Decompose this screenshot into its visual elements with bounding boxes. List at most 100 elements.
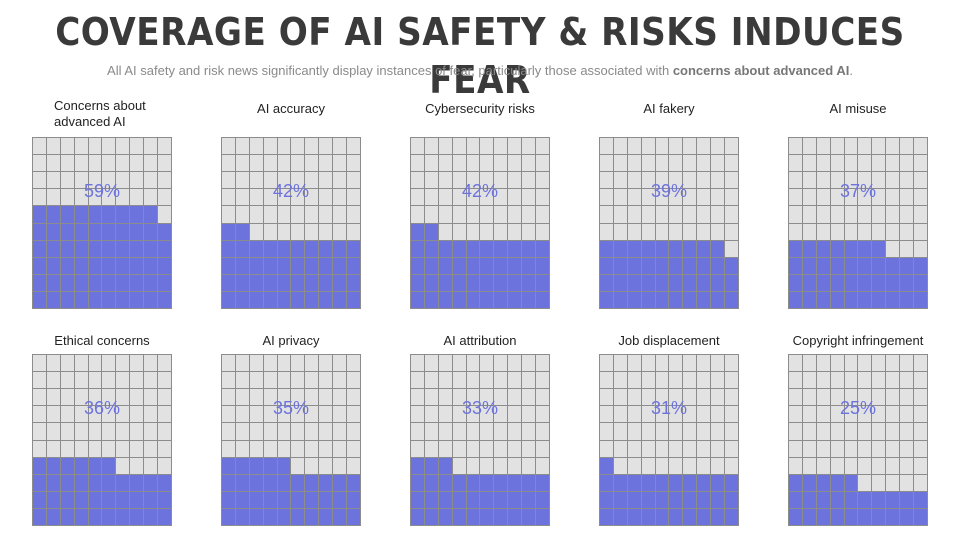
empty-cell — [536, 206, 549, 223]
percent-label: 33% — [461, 398, 499, 418]
filled-cell — [536, 240, 549, 257]
empty-cell — [305, 172, 319, 189]
empty-cell — [600, 172, 613, 189]
empty-cell — [886, 474, 900, 491]
empty-cell — [452, 206, 466, 223]
filled-cell — [900, 274, 914, 291]
empty-cell — [600, 155, 613, 172]
empty-cell — [900, 355, 914, 372]
empty-cell — [802, 457, 816, 474]
empty-cell — [291, 440, 305, 457]
empty-cell — [102, 389, 116, 406]
filled-cell — [789, 240, 802, 257]
empty-cell — [914, 474, 927, 491]
empty-cell — [144, 189, 158, 206]
empty-cell — [613, 372, 627, 389]
empty-cell — [263, 355, 277, 372]
filled-cell — [452, 508, 466, 525]
empty-cell — [88, 372, 102, 389]
filled-cell — [641, 508, 655, 525]
empty-cell — [858, 372, 872, 389]
empty-cell — [411, 155, 424, 172]
empty-cell — [872, 189, 886, 206]
empty-cell — [46, 372, 60, 389]
empty-cell — [249, 223, 263, 240]
empty-cell — [277, 223, 291, 240]
empty-cell — [627, 423, 641, 440]
empty-cell — [613, 206, 627, 223]
empty-cell — [158, 406, 171, 423]
empty-cell — [494, 389, 508, 406]
empty-cell — [60, 138, 74, 155]
empty-cell — [613, 138, 627, 155]
filled-cell — [102, 206, 116, 223]
empty-cell — [466, 389, 480, 406]
filled-cell — [697, 291, 711, 308]
empty-cell — [627, 172, 641, 189]
filled-cell — [452, 257, 466, 274]
empty-cell — [424, 406, 438, 423]
empty-cell — [641, 406, 655, 423]
filled-cell — [291, 257, 305, 274]
empty-cell — [725, 206, 738, 223]
empty-cell — [600, 406, 613, 423]
filled-cell — [900, 508, 914, 525]
empty-cell — [858, 138, 872, 155]
empty-cell — [88, 172, 102, 189]
empty-cell — [438, 155, 452, 172]
empty-cell — [725, 240, 738, 257]
empty-cell — [144, 423, 158, 440]
filled-cell — [102, 474, 116, 491]
empty-cell — [900, 155, 914, 172]
empty-cell — [438, 372, 452, 389]
empty-cell — [858, 389, 872, 406]
empty-cell — [305, 223, 319, 240]
filled-cell — [88, 457, 102, 474]
filled-cell — [872, 491, 886, 508]
filled-cell — [725, 508, 738, 525]
filled-cell — [711, 257, 725, 274]
filled-cell — [33, 257, 46, 274]
empty-cell — [347, 372, 360, 389]
empty-cell — [697, 223, 711, 240]
empty-cell — [600, 355, 613, 372]
empty-cell — [88, 355, 102, 372]
filled-cell — [600, 508, 613, 525]
subtitle-end: . — [849, 63, 853, 78]
empty-cell — [536, 223, 549, 240]
empty-cell — [844, 138, 858, 155]
filled-cell — [102, 508, 116, 525]
filled-cell — [333, 240, 347, 257]
filled-cell — [249, 257, 263, 274]
filled-cell — [613, 240, 627, 257]
filled-cell — [669, 508, 683, 525]
empty-cell — [802, 189, 816, 206]
filled-cell — [789, 491, 802, 508]
filled-cell — [613, 274, 627, 291]
empty-cell — [249, 389, 263, 406]
filled-cell — [844, 291, 858, 308]
filled-cell — [900, 257, 914, 274]
empty-cell — [305, 406, 319, 423]
filled-cell — [802, 274, 816, 291]
empty-cell — [438, 223, 452, 240]
empty-cell — [60, 172, 74, 189]
empty-cell — [789, 172, 802, 189]
empty-cell — [914, 406, 927, 423]
empty-cell — [319, 223, 333, 240]
filled-cell — [816, 491, 830, 508]
empty-cell — [886, 138, 900, 155]
filled-cell — [641, 291, 655, 308]
waffle-grid — [32, 354, 172, 526]
empty-cell — [452, 389, 466, 406]
empty-cell — [914, 440, 927, 457]
empty-cell — [627, 189, 641, 206]
empty-cell — [424, 423, 438, 440]
empty-cell — [816, 406, 830, 423]
filled-cell — [222, 274, 235, 291]
empty-cell — [222, 355, 235, 372]
filled-cell — [249, 491, 263, 508]
filled-cell — [683, 508, 697, 525]
empty-cell — [522, 440, 536, 457]
empty-cell — [600, 423, 613, 440]
